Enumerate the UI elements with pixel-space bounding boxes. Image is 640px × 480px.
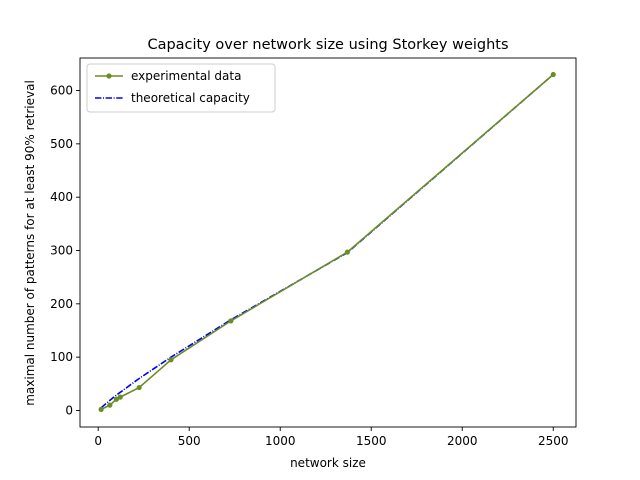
axes: 0 500 1000 1500 2000 2500 0 100 200 300 400 500 600 — [50, 57, 577, 448]
x-tick-label: 0 — [94, 434, 102, 448]
x-tick-label: 1500 — [356, 434, 387, 448]
x-tick-label: 2500 — [538, 434, 569, 448]
x-tick-label: 2000 — [447, 434, 478, 448]
legend-label-experimental-data: experimental data — [131, 69, 241, 83]
plot-area — [98, 71, 556, 412]
chart-title: Capacity over network size using Storkey… — [147, 37, 508, 53]
data-point-experimental-data — [136, 384, 142, 391]
y-tick-label: 400 — [50, 190, 73, 204]
legend-label-theoretical-capacity: theoretical capacity — [131, 91, 250, 105]
x-tick-label: 1000 — [265, 434, 296, 448]
legend: experimental data theoretical capacity — [86, 63, 276, 113]
y-tick-label: 300 — [50, 243, 73, 257]
y-tick-label: 0 — [65, 403, 73, 417]
data-point-experimental-data — [107, 402, 113, 408]
data-point-experimental-data — [344, 249, 350, 255]
y-tick-label: 100 — [50, 350, 73, 364]
data-point-experimental-data — [550, 71, 556, 78]
x-axis-label: network size — [290, 456, 366, 470]
legend-marker-experimental-data — [106, 73, 112, 79]
data-point-experimental-data — [113, 396, 119, 402]
y-tick-label: 600 — [50, 84, 73, 98]
data-point-experimental-data — [168, 357, 174, 363]
data-point-experimental-data — [98, 406, 104, 412]
x-tick-label: 500 — [178, 434, 201, 448]
y-tick-label: 200 — [50, 297, 73, 311]
y-axis-label: maximal number of patterns for at least … — [23, 80, 37, 406]
legend-box — [86, 63, 276, 113]
y-tick-label: 500 — [50, 137, 73, 151]
data-point-experimental-data — [228, 318, 234, 324]
axes-frame — [79, 57, 577, 428]
data-point-experimental-data — [117, 394, 123, 400]
